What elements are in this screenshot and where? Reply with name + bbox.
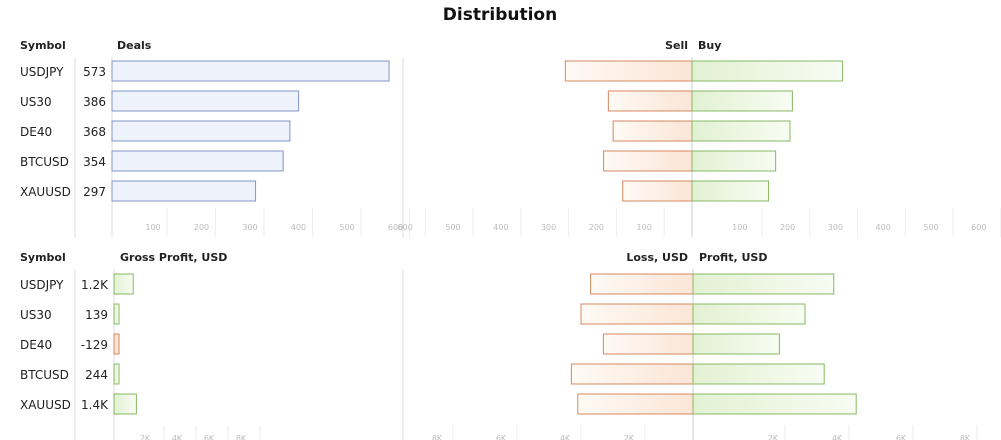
symbol-label: USDJPY xyxy=(20,65,64,79)
deals-tick-label: 200 xyxy=(194,223,209,232)
buy-tick-label: 300 xyxy=(828,223,843,232)
profit-bar xyxy=(692,273,835,295)
profit-bar xyxy=(692,363,825,385)
profit-bar xyxy=(692,303,806,325)
buy-tick-label: 200 xyxy=(780,223,795,232)
loss-tick-label: 4K xyxy=(560,434,571,440)
gross-profit-header: Gross Profit, USD xyxy=(120,251,227,264)
buy-bar xyxy=(691,90,793,112)
deals-bar xyxy=(111,60,390,82)
deals-value-label: 368 xyxy=(83,125,106,139)
buy-bar xyxy=(691,150,777,172)
buy-tick-label: 500 xyxy=(923,223,938,232)
sell-tick-label: 200 xyxy=(589,223,604,232)
buy-bar xyxy=(691,120,791,142)
profit-tick-label: 8K xyxy=(960,434,971,440)
sell-tick-label: 400 xyxy=(493,223,508,232)
deals-value-label: 297 xyxy=(83,185,106,199)
gross-value-label: 244 xyxy=(85,368,108,382)
deals-header: Deals xyxy=(117,39,152,52)
gross-profit-bar xyxy=(113,333,120,355)
sell-bar xyxy=(607,90,693,112)
sell-tick-label: 300 xyxy=(541,223,556,232)
loss-bar xyxy=(580,303,694,325)
profit-tick-label: 6K xyxy=(896,434,907,440)
buy-bar xyxy=(691,60,844,82)
loss-bar xyxy=(590,273,694,295)
gross-tick-label: 6K xyxy=(204,434,215,440)
symbol-header-top: Symbol xyxy=(20,39,66,52)
symbol-label: BTCUSD xyxy=(20,155,69,169)
deals-bar xyxy=(111,180,257,202)
deals-bar xyxy=(111,90,300,112)
symbol-label: XAUUSD xyxy=(20,185,71,199)
profit-bar xyxy=(692,333,780,355)
sell-bar xyxy=(603,150,693,172)
profit-tick-label: 2K xyxy=(768,434,779,440)
sell-bar xyxy=(564,60,693,82)
buy-header: Buy xyxy=(698,39,721,52)
gross-value-label: 1.2K xyxy=(81,278,109,292)
chart-marks: USDJPY 573 US30 386 DE40 368 BTCUSD 354 XAUUSD 29… xyxy=(20,57,1001,440)
profit-tick-label: 4K xyxy=(832,434,843,440)
loss-tick-label: 6K xyxy=(496,434,507,440)
sell-header: Sell xyxy=(665,39,688,52)
symbol-label: BTCUSD xyxy=(20,368,69,382)
symbol-label: XAUUSD xyxy=(20,398,71,412)
symbol-label: US30 xyxy=(20,95,52,109)
buy-tick-label: 100 xyxy=(732,223,747,232)
symbol-header-bottom: Symbol xyxy=(20,251,66,264)
gross-tick-label: 2K xyxy=(140,434,151,440)
gross-value-label: 139 xyxy=(85,308,108,322)
loss-bar xyxy=(577,393,694,415)
deals-tick-label: 500 xyxy=(339,223,354,232)
loss-tick-label: 2K xyxy=(624,434,635,440)
gross-tick-label: 8K xyxy=(236,434,247,440)
deals-value-label: 386 xyxy=(83,95,106,109)
profit-bar xyxy=(692,393,857,415)
symbol-label: DE40 xyxy=(20,338,52,352)
gross-tick-label: 4K xyxy=(172,434,183,440)
symbol-label: DE40 xyxy=(20,125,52,139)
deals-tick-label: 100 xyxy=(145,223,160,232)
loss-bar xyxy=(570,363,694,385)
buy-tick-label: 400 xyxy=(876,223,891,232)
loss-tick-label: 8K xyxy=(432,434,443,440)
sell-tick-label: 100 xyxy=(637,223,652,232)
gross-profit-bar xyxy=(113,393,137,415)
deals-bar xyxy=(111,150,284,172)
symbol-label: USDJPY xyxy=(20,278,64,292)
gross-value-label: -129 xyxy=(81,338,108,352)
sell-tick-label: 500 xyxy=(445,223,460,232)
gross-profit-bar xyxy=(113,363,120,385)
deals-tick-label: 400 xyxy=(291,223,306,232)
chart-title: Distribution xyxy=(443,5,557,25)
loss-bar xyxy=(602,333,694,355)
sell-tick-label: 600 xyxy=(398,223,413,232)
loss-header: Loss, USD xyxy=(626,251,688,264)
symbol-label: US30 xyxy=(20,308,52,322)
buy-bar xyxy=(691,180,769,202)
sell-bar xyxy=(612,120,693,142)
gross-profit-bar xyxy=(113,273,134,295)
deals-value-label: 573 xyxy=(83,65,106,79)
deals-tick-label: 600 xyxy=(388,223,403,232)
deals-value-label: 354 xyxy=(83,155,106,169)
deals-bar xyxy=(111,120,291,142)
profit-header: Profit, USD xyxy=(699,251,767,264)
deals-tick-label: 300 xyxy=(242,223,257,232)
gross-value-label: 1.4K xyxy=(81,398,109,412)
sell-bar xyxy=(622,180,693,202)
buy-tick-label: 600 xyxy=(971,223,986,232)
gross-profit-bar xyxy=(113,303,120,325)
